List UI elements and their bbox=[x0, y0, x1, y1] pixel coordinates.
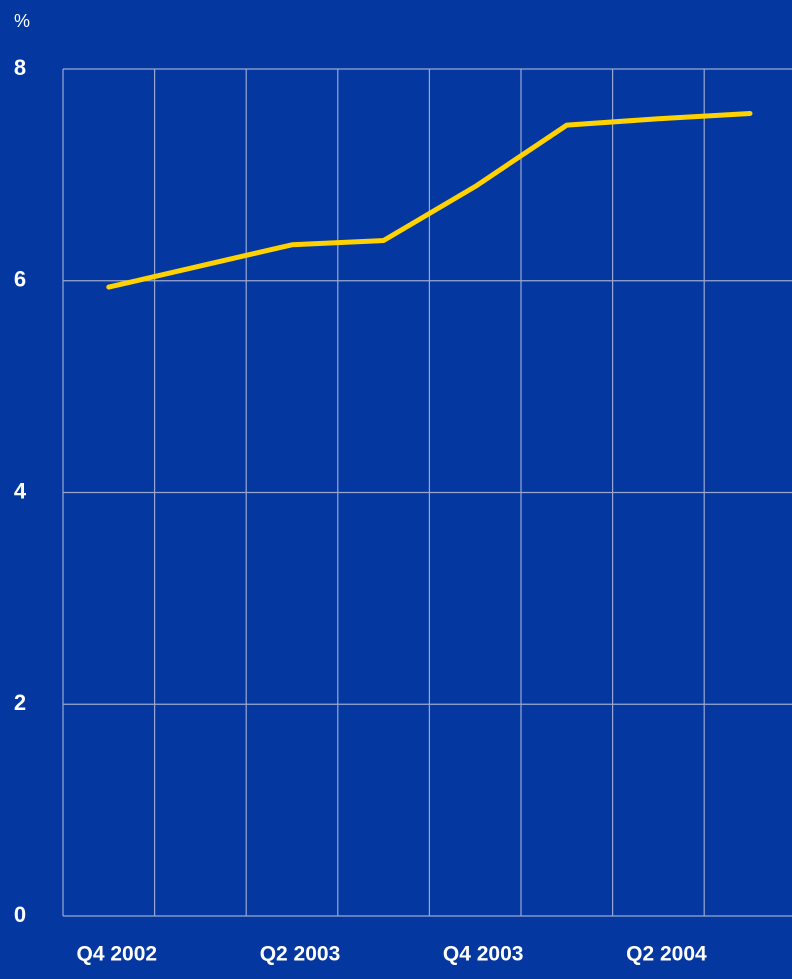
y-axis-label: % bbox=[14, 11, 30, 31]
x-tick-label: Q4 2002 bbox=[77, 943, 158, 966]
line-series bbox=[106, 110, 753, 290]
y-tick-label: 6 bbox=[14, 267, 26, 292]
y-tick-label: 4 bbox=[14, 478, 27, 503]
y-tick-label: 2 bbox=[14, 690, 26, 715]
x-tick-label: Q2 2003 bbox=[260, 943, 341, 966]
y-tick-label: 0 bbox=[14, 902, 26, 927]
x-tick-label: Q4 2003 bbox=[443, 943, 524, 966]
x-tick-label: Q2 2004 bbox=[626, 943, 707, 966]
y-tick-label: 8 bbox=[14, 55, 26, 80]
